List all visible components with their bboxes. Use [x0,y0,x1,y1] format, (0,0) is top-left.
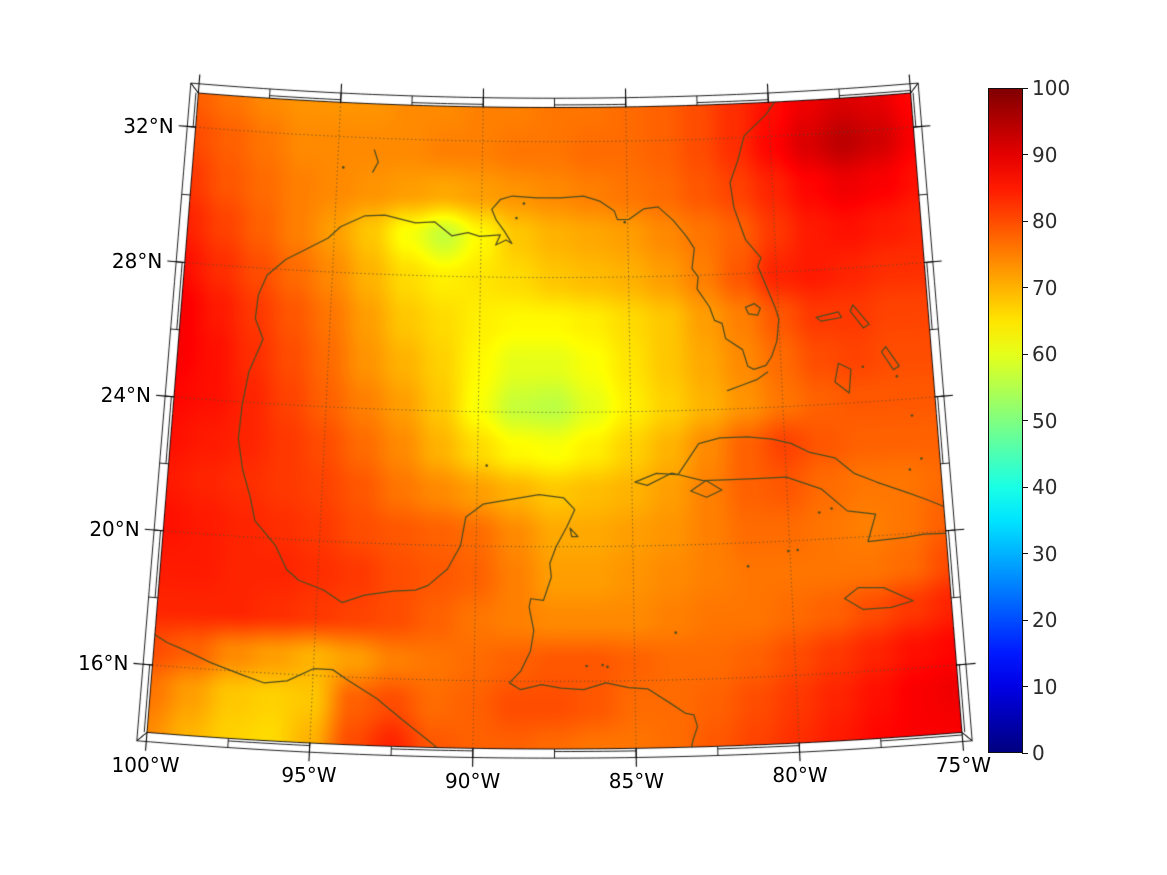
x-axis-tick-label: 85°W [608,768,664,793]
colorbar-tick-mark [1022,686,1028,687]
colorbar-tick-label: 80 [1032,209,1058,233]
colorbar-tick-label: 20 [1032,608,1058,632]
colorbar-tick-mark [1022,619,1028,621]
colorbar-tick-mark [1022,87,1028,89]
colorbar-tick-mark [1022,287,1028,288]
y-axis-tick-label: 16°N [78,651,129,676]
colorbar-tick-mark [1022,752,1028,754]
colorbar: 0 10 20 30 40 50 60 70 80 90 100 [988,78,1070,763]
colorbar-tick-label: 30 [1032,541,1058,566]
x-axis-tick-label: 75°W [935,752,992,777]
colorbar-tick-label: 90 [1032,142,1058,167]
colorbar-tick-mark [1022,220,1028,222]
colorbar-tick-mark [1022,420,1028,421]
colorbar-tick-label: 40 [1032,475,1058,499]
x-axis-tick-label: 100°W [111,752,180,777]
colorbar-tick-label: 50 [1032,408,1058,433]
x-axis-tick-label: 90°W [444,768,501,793]
y-axis-tick-label: 28°N [111,249,163,274]
colorbar-tick-label: 70 [1032,275,1058,300]
y-axis-tick-label: 32°N [123,113,174,138]
colorbar-gradient [988,88,1023,753]
colorbar-tick-label: 100 [1032,76,1071,100]
colorbar-tick-mark [1022,154,1028,155]
colorbar-tick-mark [1022,553,1028,554]
x-axis-tick-label: 95°W [281,763,337,788]
colorbar-tick-mark [1022,486,1028,488]
colorbar-tick-label: 60 [1032,342,1058,366]
y-axis-tick-label: 24°N [100,383,152,408]
colorbar-tick-label: 10 [1032,674,1058,699]
y-axis-tick-label: 20°N [89,517,140,542]
colorbar-tick-mark [1022,353,1028,355]
x-axis-tick-label: 80°W [772,763,828,788]
colorbar-tick-label: 0 [1032,741,1045,765]
